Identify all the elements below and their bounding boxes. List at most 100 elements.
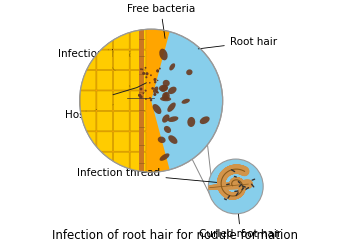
- Point: [230, 184, 235, 187]
- Point: [243, 170, 247, 173]
- FancyBboxPatch shape: [130, 152, 146, 172]
- Point: [231, 194, 235, 198]
- Point: [239, 181, 243, 184]
- Ellipse shape: [164, 126, 171, 133]
- Point: [226, 170, 231, 173]
- Point: [238, 180, 243, 183]
- Point: [240, 189, 244, 192]
- Point: [231, 194, 235, 198]
- Point: [238, 184, 242, 186]
- Point: [231, 184, 235, 187]
- Point: [230, 184, 234, 186]
- Point: [235, 194, 239, 197]
- Point: [240, 184, 245, 187]
- Point: [235, 194, 239, 196]
- Point: [225, 171, 229, 174]
- Point: [235, 168, 239, 170]
- Point: [231, 180, 235, 183]
- Point: [236, 178, 240, 182]
- Point: [222, 190, 226, 194]
- Point: [230, 182, 234, 186]
- Point: [230, 184, 235, 187]
- Point: [231, 184, 235, 187]
- Point: [239, 180, 243, 184]
- Point: [237, 179, 241, 182]
- Point: [236, 179, 240, 182]
- Point: [230, 168, 235, 171]
- Point: [212, 186, 217, 189]
- Point: [223, 191, 227, 194]
- Point: [233, 178, 238, 181]
- Point: [230, 182, 234, 185]
- Point: [242, 183, 246, 186]
- Point: [219, 184, 223, 187]
- Point: [242, 170, 246, 172]
- Point: [224, 172, 228, 174]
- Point: [222, 174, 226, 177]
- Point: [231, 180, 235, 182]
- Point: [219, 183, 223, 186]
- FancyBboxPatch shape: [113, 70, 129, 90]
- Point: [234, 178, 239, 181]
- Point: [237, 193, 241, 196]
- Point: [238, 180, 243, 183]
- Point: [242, 183, 246, 186]
- Point: [231, 168, 236, 171]
- Point: [238, 191, 243, 194]
- Point: [234, 194, 238, 197]
- Circle shape: [142, 92, 144, 94]
- Point: [233, 194, 237, 197]
- Point: [220, 176, 225, 179]
- Point: [240, 187, 245, 190]
- Point: [235, 178, 239, 182]
- Point: [230, 184, 234, 187]
- Point: [219, 178, 224, 182]
- Point: [239, 183, 243, 186]
- Wedge shape: [80, 29, 170, 172]
- Ellipse shape: [182, 99, 190, 104]
- Point: [238, 191, 243, 194]
- Point: [234, 168, 238, 170]
- Circle shape: [145, 72, 148, 75]
- Point: [220, 178, 224, 181]
- Point: [231, 168, 236, 171]
- Point: [230, 183, 234, 186]
- Point: [230, 182, 234, 186]
- Point: [240, 183, 244, 186]
- Point: [223, 172, 228, 175]
- Point: [231, 179, 236, 182]
- Point: [240, 183, 244, 186]
- Point: [238, 180, 243, 183]
- Point: [224, 171, 229, 174]
- Point: [230, 184, 235, 187]
- Point: [224, 171, 228, 174]
- Point: [208, 186, 212, 189]
- Point: [224, 192, 229, 196]
- FancyBboxPatch shape: [113, 30, 129, 49]
- Point: [238, 192, 242, 194]
- Point: [221, 189, 225, 192]
- Point: [230, 184, 235, 187]
- Point: [230, 181, 234, 184]
- Point: [239, 190, 244, 192]
- Circle shape: [139, 96, 141, 98]
- Point: [231, 179, 236, 182]
- Point: [239, 190, 243, 193]
- Point: [230, 184, 234, 186]
- Point: [229, 194, 233, 197]
- Point: [230, 182, 234, 185]
- Point: [230, 180, 235, 183]
- Point: [238, 180, 243, 183]
- Point: [236, 193, 240, 196]
- Point: [231, 194, 235, 198]
- Point: [230, 181, 234, 184]
- Ellipse shape: [162, 114, 169, 123]
- Point: [232, 179, 237, 182]
- Point: [233, 194, 238, 197]
- Point: [231, 179, 236, 182]
- Ellipse shape: [169, 63, 175, 70]
- Point: [233, 194, 237, 197]
- Point: [232, 194, 237, 198]
- Point: [235, 184, 239, 186]
- Point: [225, 170, 230, 173]
